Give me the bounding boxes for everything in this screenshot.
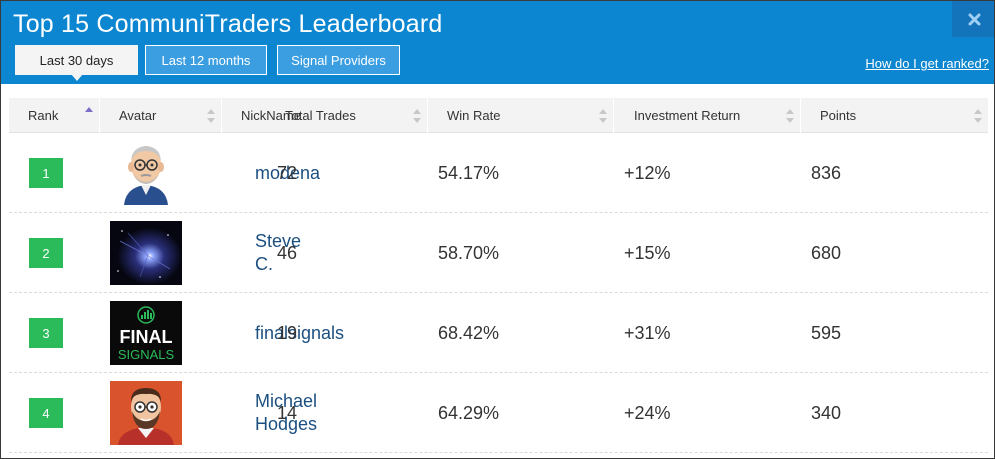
table-row: 1 modena xyxy=(9,133,988,213)
column-label: NickName xyxy=(241,108,301,123)
column-label: Total Trades xyxy=(285,108,356,123)
column-header-nickname[interactable]: NickName Total Trades xyxy=(223,98,428,133)
sort-icon xyxy=(786,109,794,123)
column-label: Win Rate xyxy=(447,108,501,123)
column-label: Avatar xyxy=(119,108,157,123)
tab-label: Signal Providers xyxy=(291,52,386,68)
points-value: 680 xyxy=(811,242,842,263)
table-row: 2 xyxy=(9,213,988,293)
total-trades-value: 14 xyxy=(277,402,298,423)
header-bar: Top 15 CommuniTraders Leaderboard Last 3… xyxy=(1,1,994,84)
rank-badge: 4 xyxy=(29,398,63,428)
column-header-avatar[interactable]: Avatar xyxy=(101,98,222,133)
investment-return-value: +15% xyxy=(624,242,671,263)
space-nebula-avatar xyxy=(110,221,182,285)
logo-text: SIGNALS xyxy=(118,347,175,362)
sort-icon xyxy=(974,109,982,123)
user-avatar-image[interactable] xyxy=(110,141,182,205)
page-title: Top 15 CommuniTraders Leaderboard xyxy=(13,10,443,38)
points-value: 595 xyxy=(811,322,842,343)
tab-label: Last 30 days xyxy=(39,52,114,68)
nickname-text: Michael Hodges xyxy=(255,391,318,434)
tab-last-12-months[interactable]: Last 12 months xyxy=(145,45,267,75)
rank-badge: 1 xyxy=(29,158,63,188)
user-avatar-image[interactable]: FINAL SIGNALS xyxy=(110,301,182,365)
user-avatar-image[interactable] xyxy=(110,221,182,285)
close-icon xyxy=(968,13,980,25)
column-label: Investment Return xyxy=(634,108,741,123)
total-trades-value: 72 xyxy=(277,162,298,183)
close-button[interactable] xyxy=(952,1,994,37)
win-rate-value: 58.70% xyxy=(438,242,500,263)
tab-label: Last 12 months xyxy=(161,52,251,68)
column-header-win-rate[interactable]: Win Rate xyxy=(429,98,614,133)
nickname-link[interactable]: modena xyxy=(255,162,321,183)
investment-return-value: +12% xyxy=(624,162,671,183)
tab-last-30-days[interactable]: Last 30 days xyxy=(15,45,138,81)
column-header-rank[interactable]: Rank xyxy=(9,98,100,133)
rank-badge: 2 xyxy=(29,238,63,268)
rank-badge: 3 xyxy=(29,318,63,348)
column-label: Points xyxy=(820,108,857,123)
final-signals-logo-avatar: FINAL SIGNALS xyxy=(110,301,182,365)
logo-text: FINAL xyxy=(120,327,173,347)
user-avatar-image[interactable] xyxy=(110,381,182,445)
nickname-text: Steve C. xyxy=(255,231,302,274)
leaderboard-table: Rank Avatar NickName Total Trades Win Ra… xyxy=(9,98,988,453)
table-header: Rank Avatar NickName Total Trades Win Ra… xyxy=(9,98,988,133)
investment-return-value: +24% xyxy=(624,402,671,423)
investment-return-value: +31% xyxy=(624,322,671,343)
total-trades-value: 19 xyxy=(277,322,298,343)
column-header-investment-return[interactable]: Investment Return xyxy=(615,98,801,133)
win-rate-value: 68.42% xyxy=(438,322,500,343)
column-header-points[interactable]: Points xyxy=(802,98,988,133)
points-value: 340 xyxy=(811,402,842,423)
win-rate-value: 64.29% xyxy=(438,402,500,423)
nickname-link[interactable]: Steve C. xyxy=(255,213,315,293)
bald-man-glasses-avatar xyxy=(110,141,182,205)
points-value: 836 xyxy=(811,162,842,183)
sort-icon xyxy=(413,109,421,123)
table-row: 4 Michael Hodges 14 xyxy=(9,373,988,453)
sort-icon xyxy=(599,109,607,123)
win-rate-value: 54.17% xyxy=(438,162,500,183)
bearded-man-avatar xyxy=(110,381,182,445)
sort-ascending-icon xyxy=(85,107,93,121)
nickname-link[interactable]: finalsignals xyxy=(255,322,345,343)
tab-signal-providers[interactable]: Signal Providers xyxy=(277,45,400,75)
total-trades-value: 46 xyxy=(277,242,298,263)
table-row: 3 FINAL SIGNALS finalsignals 19 68.42% +… xyxy=(9,293,988,373)
column-label: Rank xyxy=(28,108,59,123)
how-to-get-ranked-link[interactable]: How do I get ranked? xyxy=(865,56,989,71)
nickname-link[interactable]: Michael Hodges xyxy=(255,373,330,453)
sort-icon xyxy=(207,109,215,123)
